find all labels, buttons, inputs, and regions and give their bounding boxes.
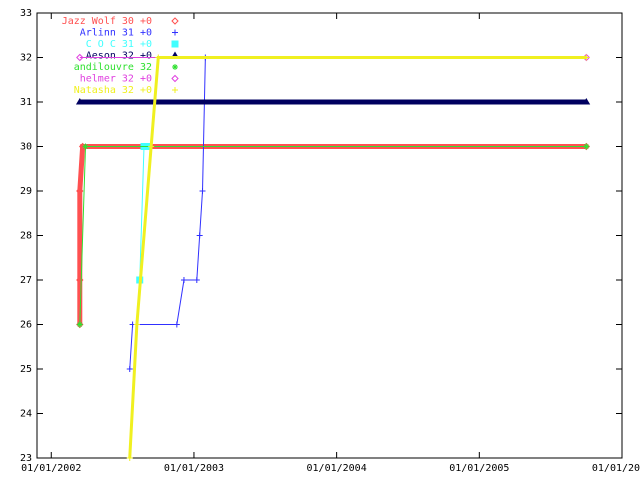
data-point [76,53,84,62]
data-point [126,366,133,372]
data-point [199,188,206,194]
y-tick-label: 23 [20,453,32,464]
data-point [155,54,162,61]
series-line [129,57,206,370]
data-point [583,143,590,150]
series-line [79,146,587,325]
legend-label: Arlinn 31 +0 [80,28,152,39]
legend-marker [172,29,178,36]
legend-label: Jazz Wolf 30 +0 [62,16,152,27]
y-tick-label: 30 [20,142,32,153]
y-tick-label: 32 [20,53,32,64]
legend-label: Aeson 32 +0 [86,51,152,62]
data-point [173,321,180,328]
legend-marker [171,40,179,48]
data-point [133,321,140,328]
data-point [196,232,203,239]
data-point [180,277,187,283]
y-tick-label: 27 [20,275,32,286]
y-tick-label: 26 [20,320,32,331]
y-tick-label: 25 [20,364,32,375]
legend-marker [172,87,178,93]
data-point [76,321,83,328]
legend-label: helmer 32 +0 [80,74,152,85]
data-point [126,455,133,461]
data-point [582,98,591,105]
x-tick-label: 01/01/2005 [449,463,509,474]
legend-label: Natasha 32 +0 [74,85,152,96]
data-point [76,320,84,329]
data-point [583,54,590,61]
data-point [193,277,200,283]
y-tick-label: 24 [20,409,32,420]
y-tick-label: 33 [20,8,32,19]
data-point [76,187,84,195]
legend-marker [171,74,179,83]
x-tick-label: 01/01/2006 [592,463,640,474]
y-tick-label: 31 [20,97,32,108]
y-tick-label: 29 [20,186,32,197]
legend-marker [172,64,178,70]
data-point [82,143,89,150]
y-tick-label: 28 [20,231,32,242]
legend-label: C O C 31 +0 [86,39,152,50]
data-point [148,143,155,150]
x-tick-label: 01/01/2002 [21,463,81,474]
legend-label: andilouvre 32 [74,62,152,73]
x-tick-label: 01/01/2004 [307,463,367,474]
data-point [76,276,84,284]
series-line [77,144,587,325]
x-tick-label: 01/01/2003 [164,463,224,474]
legend-marker [171,17,179,25]
data-point [75,98,84,105]
